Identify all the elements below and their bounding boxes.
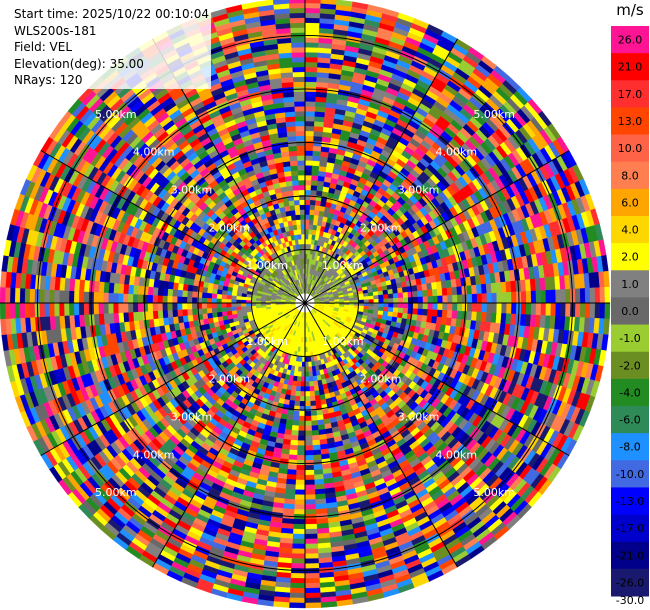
- colorbar-tick-label: 8.0: [621, 169, 639, 182]
- colorbar-segment: [611, 243, 649, 271]
- colorbar-segment: [611, 487, 649, 516]
- colorbar-tick-label: 21.0: [618, 61, 643, 74]
- range-ring-label: 1.00km: [322, 335, 364, 348]
- azimuth-spoke: [304, 302, 458, 568]
- colorbar-tick-label: -2.0: [619, 359, 640, 372]
- colorbar-segment: [611, 188, 649, 217]
- colorbar-tick-label: 17.0: [618, 88, 643, 101]
- range-ring-label: 3.00km: [171, 411, 213, 424]
- field-text: Field: VEL: [14, 40, 73, 54]
- azimuth-spoke: [40, 150, 306, 304]
- colorbar-tick-label: 10.0: [618, 142, 643, 155]
- colorbar-segment: [611, 568, 649, 597]
- colorbar-tick-label: 26.0: [618, 34, 643, 47]
- colorbar-tick-labels: 26.0 21.0 17.0 13.0 10.0 8.0 6.0 4.0 2.0 1.0 0.0 -1…: [616, 34, 644, 607]
- colorbar-tick-label: -30.0: [616, 594, 644, 607]
- colorbar-segment: [611, 270, 649, 298]
- azimuth-spoke: [152, 302, 306, 568]
- range-ring-label: 4.00km: [436, 448, 478, 461]
- colorbar-segment: [611, 460, 649, 488]
- azimuth-spoke: [40, 302, 306, 456]
- colorbar-tick-label: 2.0: [621, 251, 639, 264]
- range-ring-label: 3.00km: [398, 411, 440, 424]
- range-ring-label: 2.00km: [360, 221, 402, 234]
- range-ring-label: 1.00km: [322, 259, 364, 272]
- colorbar-tick-label: -8.0: [619, 441, 640, 454]
- colorbar-segment: [611, 26, 649, 54]
- azimuth-spokes: [0, 0, 610, 608]
- range-ring-label: 5.00km: [95, 486, 137, 499]
- site-name-text: WLS200s-181: [14, 23, 97, 38]
- range-ring-labels: 1.00km 1.00km 1.00km 1.00km 2.00km 2.00km 2.00…: [95, 108, 515, 499]
- colorbar-segment: [611, 80, 649, 108]
- elevation-text: Elevation(deg): 35.00: [14, 56, 144, 71]
- range-ring-label: 3.00km: [398, 183, 440, 196]
- colorbar-tick-label: 13.0: [618, 115, 643, 128]
- nrays-text: NRays: 120: [14, 73, 83, 87]
- colorbar-tick-label: -26.0: [616, 576, 644, 589]
- colorbar-tick-label: -10.0: [616, 468, 644, 481]
- scan-info-box: Start time: 2025/10/22 00:10:04 WLS200s-…: [12, 6, 211, 89]
- colorbar-tick-label: 1.0: [621, 278, 639, 291]
- range-ring-label: 3.00km: [171, 183, 213, 196]
- colorbar-segment: [611, 297, 649, 326]
- range-ring-label: 4.00km: [133, 146, 175, 159]
- colorbar-tick-label: -13.0: [616, 495, 644, 508]
- azimuth-spoke: [304, 150, 570, 304]
- colorbar-segment: [611, 324, 649, 353]
- colorbar-segment: [611, 107, 649, 136]
- range-ring-label: 4.00km: [436, 146, 478, 159]
- range-ring-label: 1.00km: [246, 335, 288, 348]
- colorbar-segment: [611, 53, 649, 81]
- range-ring-label: 2.00km: [360, 373, 402, 386]
- colorbar-segment: [611, 216, 649, 244]
- range-ring-label: 4.00km: [133, 448, 175, 461]
- colorbar-segment: [611, 134, 649, 163]
- colorbar-tick-label: 4.0: [621, 224, 639, 237]
- start-time-text: Start time: 2025/10/22 00:10:04: [14, 7, 209, 21]
- colorbar-tick-label: -17.0: [616, 522, 644, 535]
- colorbar-unit-label: m/s: [616, 1, 644, 19]
- colorbar-segments: [611, 26, 649, 597]
- range-ring-label: 5.00km: [473, 486, 515, 499]
- colorbar-tick-label: -6.0: [619, 414, 640, 427]
- range-ring-label: 2.00km: [209, 373, 251, 386]
- colorbar-tick-label: -1.0: [619, 332, 640, 345]
- range-ring-label: 5.00km: [95, 108, 137, 121]
- azimuth-spoke: [304, 38, 458, 304]
- colorbar-tick-label: -21.0: [616, 549, 644, 562]
- colorbar-segment: [611, 514, 649, 543]
- azimuth-spoke: [304, 302, 570, 456]
- colorbar-segment: [611, 161, 649, 190]
- colorbar-tick-label: 0.0: [621, 305, 639, 318]
- colorbar-segment: [611, 406, 649, 434]
- colorbar-tick-label: 6.0: [621, 196, 639, 209]
- colorbar-segment: [611, 378, 649, 407]
- range-ring-label: 2.00km: [209, 221, 251, 234]
- range-ring-label: 1.00km: [246, 259, 288, 272]
- range-ring-label: 5.00km: [473, 108, 515, 121]
- colorbar-tick-label: -4.0: [619, 386, 640, 399]
- colorbar-segment: [611, 433, 649, 461]
- colorbar-segment: [611, 351, 649, 380]
- colorbar-segment: [611, 541, 649, 570]
